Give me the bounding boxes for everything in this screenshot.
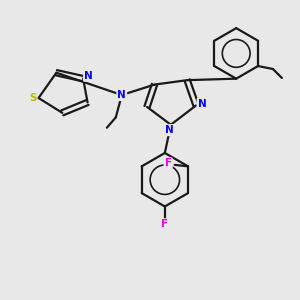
- Text: N: N: [84, 71, 93, 81]
- Text: F: F: [165, 158, 172, 168]
- Text: N: N: [198, 99, 206, 109]
- Text: S: S: [29, 93, 36, 103]
- Text: N: N: [117, 90, 126, 100]
- Text: F: F: [161, 219, 168, 229]
- Text: N: N: [165, 125, 174, 135]
